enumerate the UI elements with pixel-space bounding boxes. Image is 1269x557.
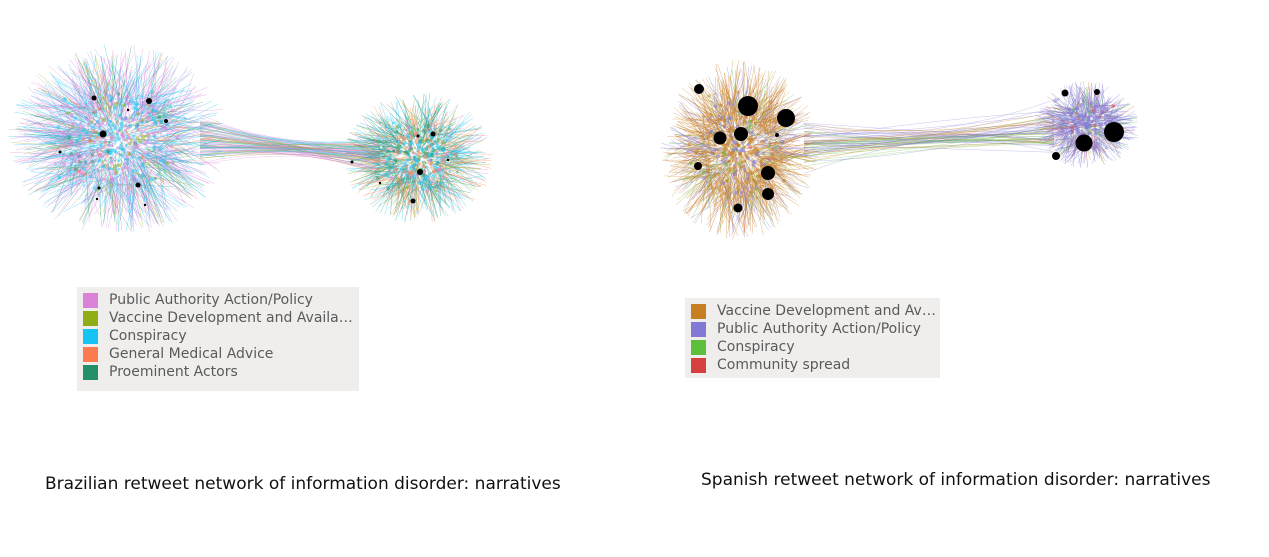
hub-node [694, 84, 704, 94]
brazil-right-cluster [343, 93, 492, 223]
legend-item: Proeminent Actors [83, 363, 355, 381]
legend-label: Conspiracy [109, 328, 187, 344]
legend-swatch [83, 364, 98, 380]
hub-node [694, 162, 702, 170]
legend-item: Vaccine Development and Availabil... [83, 309, 355, 327]
legend-swatch [691, 357, 706, 373]
legend-label: Community spread [717, 357, 851, 373]
brazil-network-graph [8, 44, 492, 233]
hub-node [95, 197, 99, 201]
hub-node [58, 150, 62, 154]
legend-label: General Medical Advice [109, 346, 274, 362]
brazil-left-cluster [8, 44, 227, 233]
hub-node [143, 203, 147, 207]
hub-node [146, 98, 152, 104]
hub-node [417, 169, 423, 175]
legend-label: Public Authority Action/Policy [109, 292, 313, 308]
hub-node [1104, 122, 1124, 142]
spain-legend: Vaccine Development and Ava... Public Au… [685, 298, 940, 378]
hub-node [430, 131, 436, 137]
legend-swatch [83, 346, 98, 362]
hub-node [777, 109, 795, 127]
legend-label: Public Authority Action/Policy [717, 321, 921, 337]
legend-label: Vaccine Development and Ava... [717, 303, 936, 319]
spain-caption: Spanish retweet network of information d… [701, 470, 1211, 490]
hub-node [1094, 89, 1100, 95]
hub-node [378, 181, 382, 185]
hub-node [350, 160, 354, 164]
spain-left-cluster [660, 59, 818, 240]
spain-network-graph [660, 59, 1138, 240]
legend-swatch [691, 339, 706, 355]
hub-node [762, 188, 774, 200]
hub-node [446, 158, 450, 162]
brazil-legend: Public Authority Action/Policy Vaccine D… [77, 287, 359, 391]
hub-node [91, 95, 97, 101]
spain-network-panel: Vaccine Development and Ava... Public Au… [634, 0, 1269, 557]
hub-node [713, 131, 727, 145]
legend-label: Vaccine Development and Availabil... [109, 310, 355, 326]
hub-node [775, 133, 779, 137]
legend-swatch [691, 321, 706, 337]
legend-item: Conspiracy [691, 338, 936, 356]
hub-node [410, 198, 416, 204]
spain-bridge-edges [803, 99, 1055, 174]
legend-item: Public Authority Action/Policy [691, 320, 936, 338]
hub-node [135, 182, 141, 188]
hub-node [99, 130, 107, 138]
brazil-caption: Brazilian retweet network of information… [45, 474, 561, 494]
hub-node [1075, 134, 1093, 152]
legend-item: General Medical Advice [83, 345, 355, 363]
hub-node [416, 134, 420, 138]
legend-swatch [83, 292, 98, 308]
hub-node [97, 186, 101, 190]
legend-item: Vaccine Development and Ava... [691, 302, 936, 320]
spain-right-cluster [1034, 81, 1138, 168]
legend-swatch [83, 328, 98, 344]
hub-node [164, 119, 168, 123]
legend-label: Conspiracy [717, 339, 795, 355]
hub-node [1061, 89, 1069, 97]
hub-node [734, 127, 748, 141]
hub-node [126, 108, 130, 112]
legend-item: Public Authority Action/Policy [83, 291, 355, 309]
hub-node [733, 203, 743, 213]
brazil-network-panel: Public Authority Action/Policy Vaccine D… [0, 0, 634, 557]
hub-node [1052, 152, 1060, 160]
legend-item: Conspiracy [83, 327, 355, 345]
legend-swatch [83, 310, 98, 326]
legend-label: Proeminent Actors [109, 364, 238, 380]
legend-item: Community spread [691, 356, 936, 374]
legend-swatch [691, 303, 706, 319]
hub-node [761, 166, 775, 180]
hub-node [738, 96, 758, 116]
